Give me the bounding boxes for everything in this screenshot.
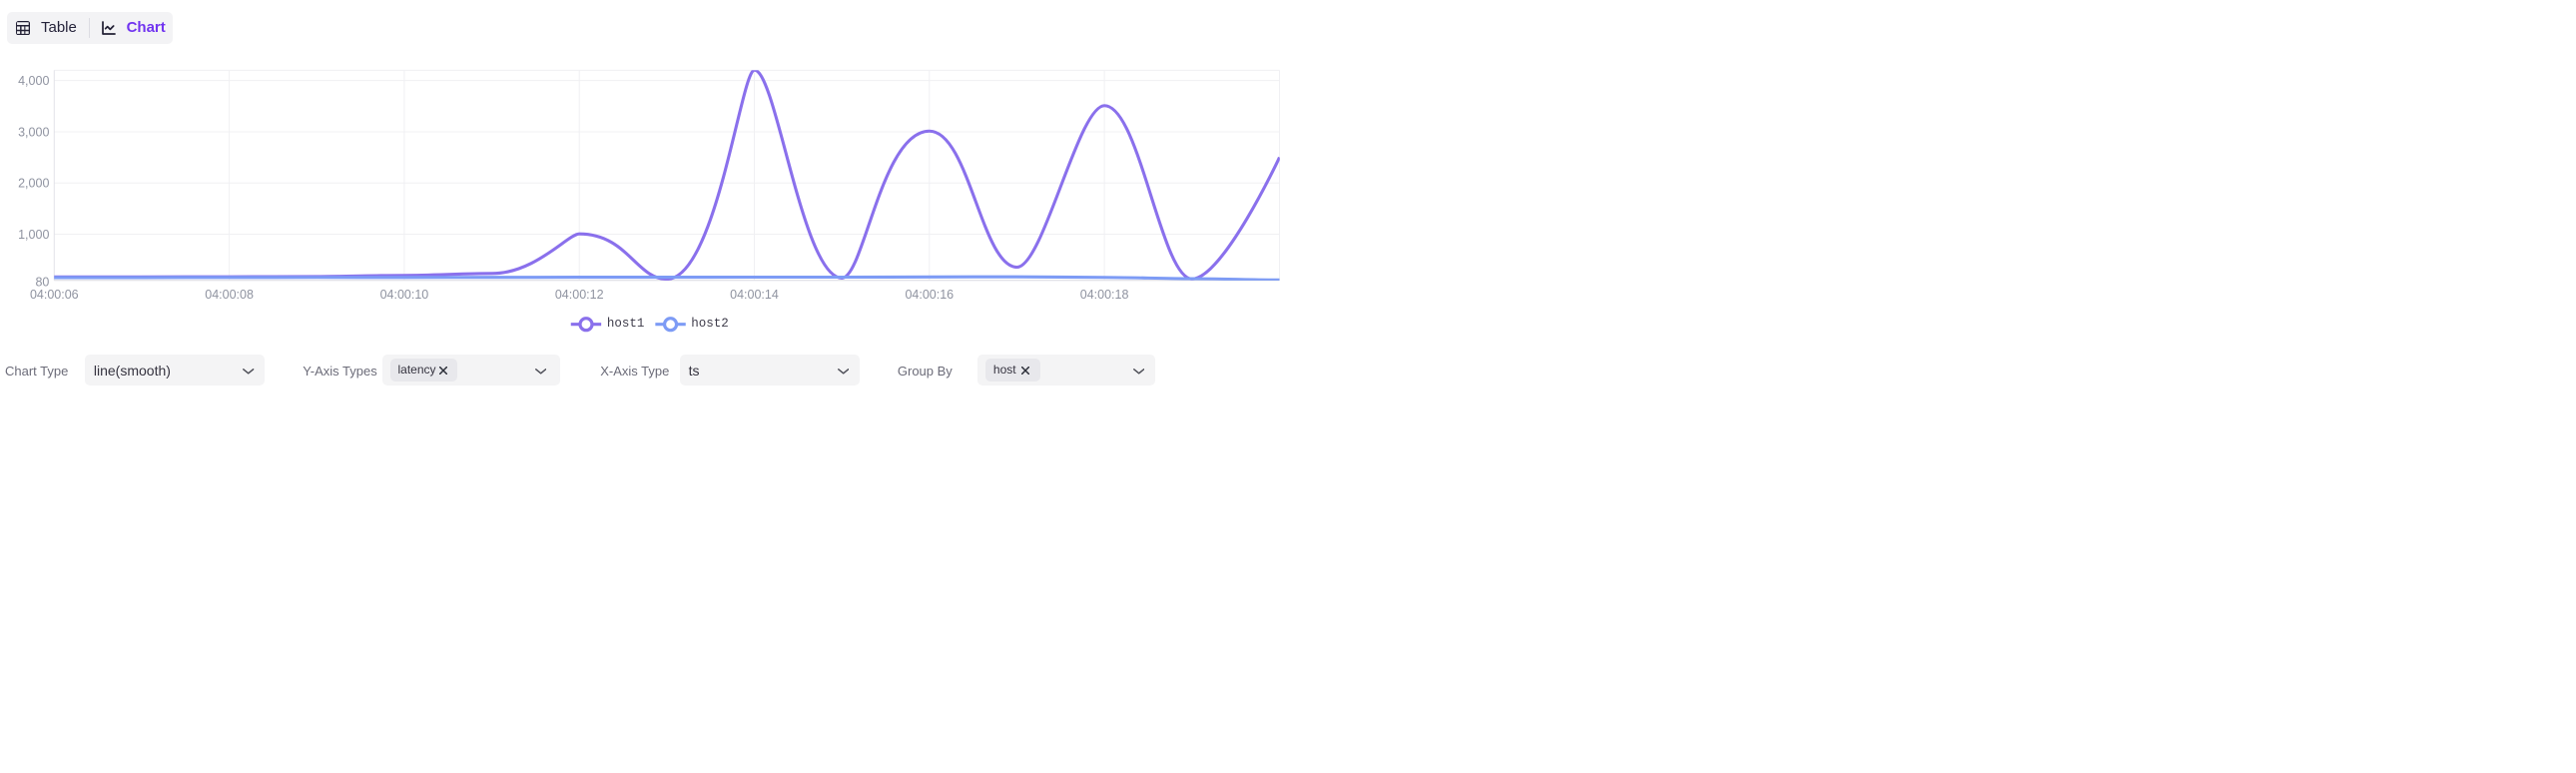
svg-text:04:00:10: 04:00:10 [380, 288, 429, 302]
svg-text:04:00:14: 04:00:14 [730, 288, 779, 302]
svg-text:04:00:12: 04:00:12 [555, 288, 604, 302]
svg-text:3,000: 3,000 [18, 125, 49, 139]
svg-text:1,000: 1,000 [18, 228, 49, 242]
svg-text:04:00:08: 04:00:08 [205, 288, 254, 302]
svg-text:04:00:06: 04:00:06 [30, 288, 79, 302]
svg-text:04:00:18: 04:00:18 [1080, 288, 1129, 302]
svg-text:host2: host2 [691, 317, 729, 331]
svg-text:host1: host1 [607, 317, 645, 331]
svg-text:80: 80 [35, 275, 49, 289]
svg-text:04:00:16: 04:00:16 [905, 288, 954, 302]
svg-text:4,000: 4,000 [18, 74, 49, 88]
svg-text:2,000: 2,000 [18, 177, 49, 191]
